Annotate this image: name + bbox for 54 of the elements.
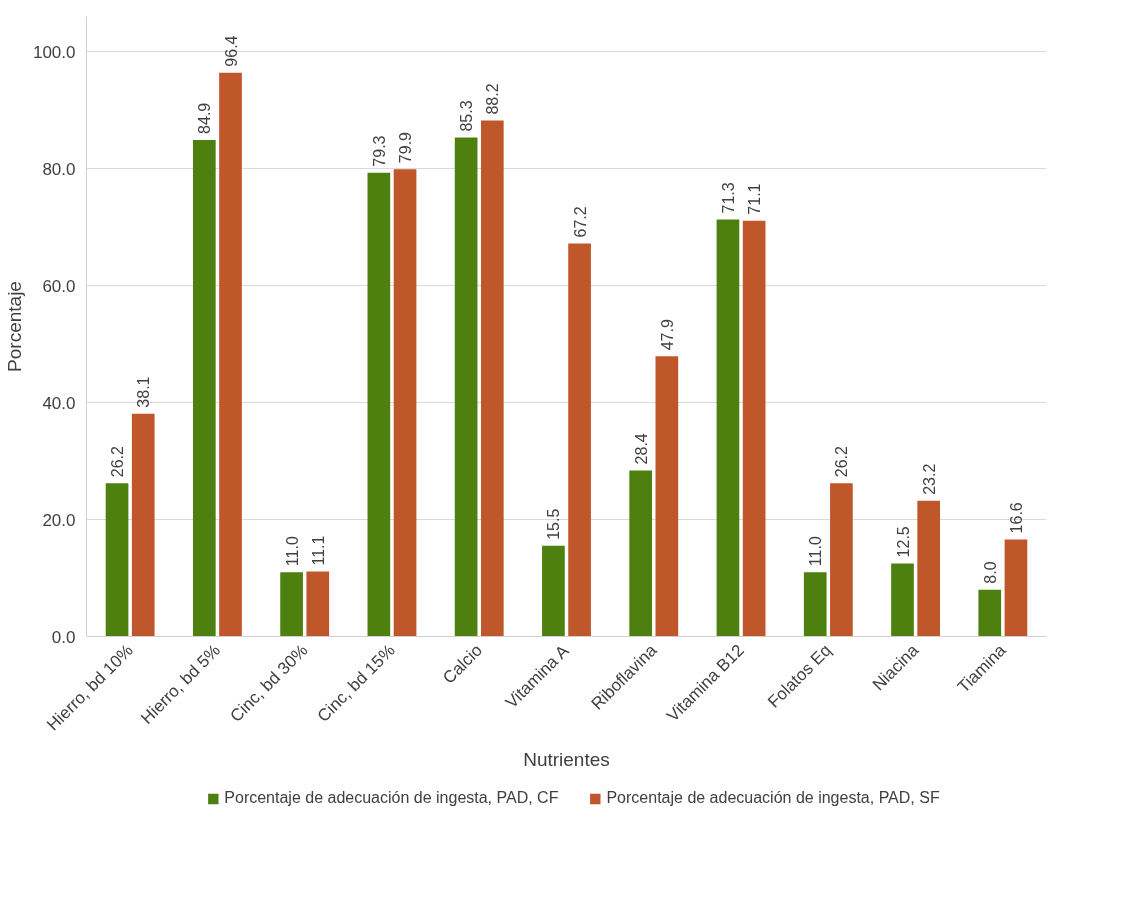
data-label: 84.9 bbox=[196, 102, 214, 134]
data-label: 8.0 bbox=[981, 561, 999, 584]
bar bbox=[219, 72, 242, 637]
bar bbox=[1004, 539, 1028, 637]
data-label: 71.1 bbox=[746, 183, 764, 215]
y-tick-label: 0.0 bbox=[51, 627, 76, 647]
data-label: 28.4 bbox=[632, 433, 650, 465]
bar bbox=[629, 470, 653, 637]
data-label: 88.2 bbox=[484, 83, 502, 115]
bar bbox=[131, 413, 155, 637]
bar bbox=[306, 571, 330, 637]
bar bbox=[367, 172, 391, 637]
data-label: 12.5 bbox=[894, 526, 912, 558]
bar bbox=[742, 220, 766, 637]
y-tick-label: 100.0 bbox=[32, 42, 76, 62]
bar bbox=[830, 483, 853, 637]
data-label: 85.3 bbox=[458, 100, 476, 132]
bar bbox=[192, 139, 216, 637]
bar bbox=[393, 169, 417, 637]
y-axis-title: Porcentaje bbox=[3, 281, 25, 372]
data-label: 26.2 bbox=[833, 446, 851, 478]
bar bbox=[568, 243, 591, 637]
bar bbox=[917, 500, 941, 637]
data-label: 15.5 bbox=[545, 508, 563, 540]
bar bbox=[655, 356, 679, 637]
data-label: 71.3 bbox=[719, 182, 737, 214]
bar bbox=[105, 483, 129, 637]
data-label: 23.2 bbox=[920, 463, 938, 495]
y-tick-label: 20.0 bbox=[42, 510, 76, 530]
data-label: 16.6 bbox=[1007, 502, 1025, 534]
data-label: 26.2 bbox=[109, 446, 127, 478]
data-label: 96.4 bbox=[222, 35, 240, 67]
y-tick-label: 80.0 bbox=[42, 159, 76, 179]
x-axis-title: Nutrientes bbox=[523, 749, 610, 771]
legend-label: Porcentaje de adecuación de ingesta, PAD, SF bbox=[606, 789, 940, 807]
bar bbox=[454, 137, 478, 637]
data-label: 38.1 bbox=[135, 376, 153, 408]
data-label: 11.0 bbox=[283, 536, 301, 567]
bar bbox=[280, 572, 303, 637]
bar bbox=[978, 589, 1002, 637]
y-tick-label: 60.0 bbox=[42, 276, 76, 296]
bar bbox=[542, 545, 565, 637]
data-label: 79.3 bbox=[370, 135, 388, 167]
y-tick-label: 40.0 bbox=[42, 393, 76, 413]
legend-label: Porcentaje de adecuación de ingesta, PAD, CF bbox=[224, 789, 559, 807]
data-label: 11.0 bbox=[807, 536, 825, 567]
bar bbox=[803, 572, 827, 637]
bar bbox=[891, 563, 914, 637]
data-label: 67.2 bbox=[571, 206, 589, 238]
bar bbox=[480, 120, 504, 637]
bar bbox=[716, 219, 740, 637]
data-label: 47.9 bbox=[658, 319, 676, 351]
data-label: 79.9 bbox=[397, 131, 415, 164]
data-label: 11.1 bbox=[309, 535, 327, 566]
